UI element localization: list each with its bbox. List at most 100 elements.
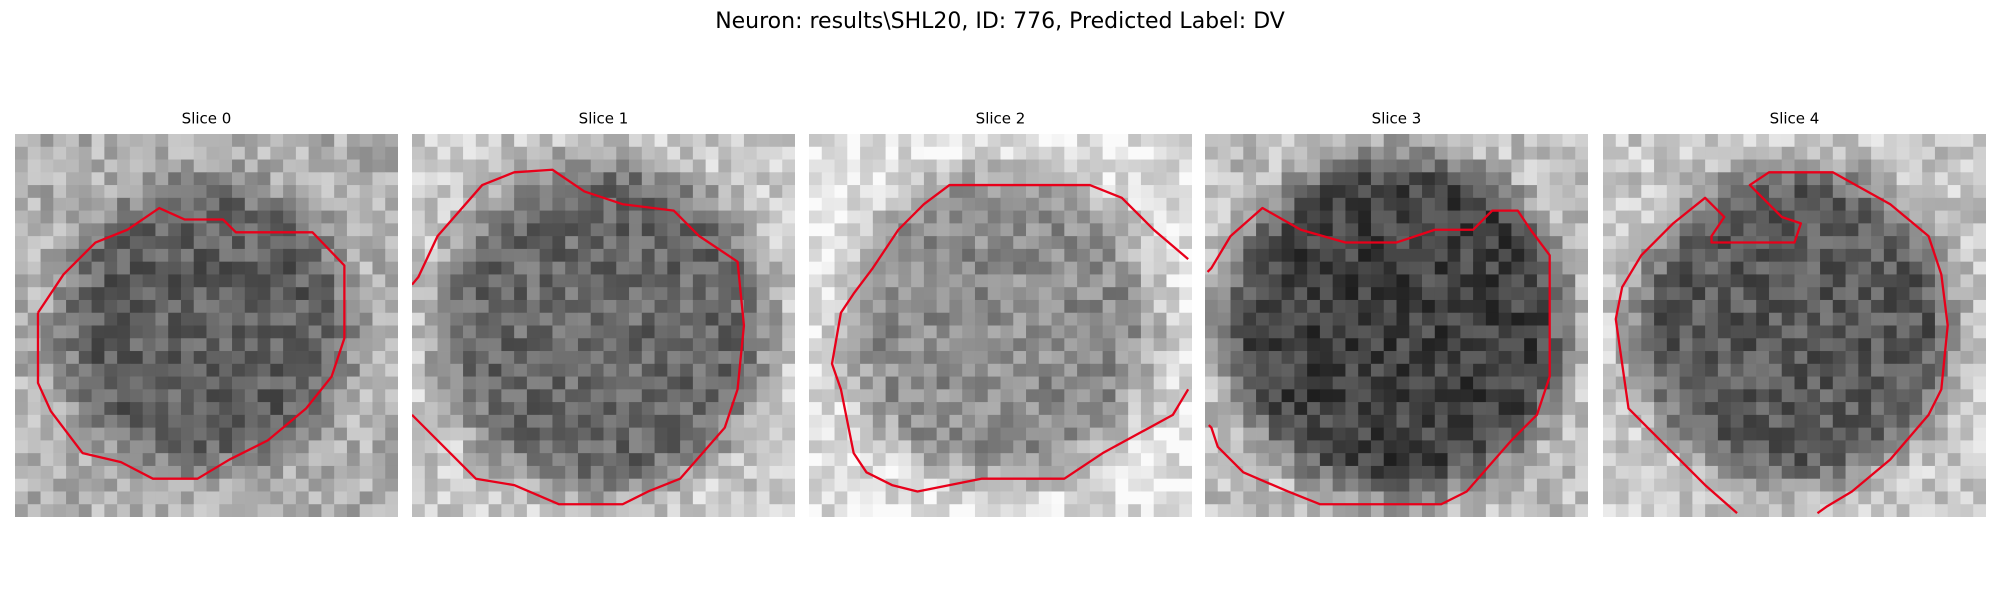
pixel	[1820, 453, 1834, 467]
pixel	[1960, 389, 1974, 403]
pixel	[885, 325, 899, 339]
pixel	[359, 338, 373, 352]
pixel	[743, 236, 758, 250]
pixel	[104, 465, 118, 480]
pixel	[40, 274, 54, 288]
pixel	[308, 146, 322, 160]
pixel	[872, 478, 886, 492]
pixel	[1256, 223, 1270, 237]
pixel	[437, 312, 451, 326]
pixel	[1794, 248, 1808, 263]
pixel	[1960, 185, 1974, 199]
pixel	[488, 325, 502, 339]
pixel	[1909, 287, 1923, 301]
pixel	[219, 312, 233, 326]
pixel	[129, 172, 144, 186]
pixel	[911, 440, 925, 454]
pixel	[936, 338, 950, 352]
pixel	[552, 427, 566, 441]
pixel	[667, 376, 681, 390]
pixel	[1511, 376, 1525, 390]
pixel	[731, 453, 745, 467]
pixel	[923, 274, 938, 288]
pixel	[463, 338, 477, 352]
pixel	[1845, 389, 1859, 403]
pixel	[1205, 185, 1219, 199]
pixel	[15, 159, 29, 173]
pixel	[782, 134, 795, 148]
pixel	[1307, 338, 1321, 352]
pixel	[1549, 351, 1563, 365]
pixel	[590, 440, 604, 454]
pixel	[1641, 427, 1655, 441]
pixel	[1396, 261, 1410, 275]
pixel	[1498, 134, 1512, 148]
pixel	[1524, 287, 1538, 301]
pixel	[1845, 299, 1859, 314]
pixel	[463, 389, 477, 403]
pixel	[1909, 274, 1923, 288]
pixel	[987, 465, 1001, 480]
pixel	[872, 287, 886, 301]
pixel	[1973, 299, 1986, 314]
pixel	[1064, 210, 1078, 224]
pixel	[987, 338, 1001, 352]
pixel	[412, 351, 426, 365]
pixel	[117, 146, 131, 160]
pixel	[1089, 134, 1104, 148]
pixel	[809, 134, 823, 148]
pixel	[1140, 274, 1155, 288]
pixel	[1128, 236, 1142, 250]
pixel	[1473, 402, 1487, 416]
pixel	[616, 236, 630, 250]
pixel	[1524, 134, 1538, 148]
pixel	[1768, 351, 1783, 365]
pixel	[1077, 134, 1091, 148]
pixel	[1319, 376, 1334, 390]
pixel	[1973, 338, 1986, 352]
pixel	[949, 210, 963, 224]
pixel	[129, 402, 144, 416]
pixel	[782, 427, 795, 441]
pixel	[1641, 223, 1655, 237]
pixel	[667, 427, 681, 441]
pixel	[1511, 248, 1525, 263]
pixel	[514, 248, 528, 263]
pixel	[129, 287, 144, 301]
pixel	[1549, 197, 1563, 211]
pixel	[949, 312, 963, 326]
pixel	[1845, 427, 1859, 441]
pixel	[782, 453, 795, 467]
pixel	[603, 389, 617, 403]
pixel	[1628, 197, 1642, 211]
pixel	[501, 236, 515, 250]
pixel	[1692, 223, 1706, 237]
pixel	[1026, 210, 1040, 224]
pixel	[743, 427, 758, 441]
pixel	[219, 440, 233, 454]
pixel	[1268, 312, 1282, 326]
pixel	[1140, 440, 1155, 454]
pixel	[1396, 223, 1410, 237]
pixel	[1794, 427, 1808, 441]
pixel	[1268, 197, 1282, 211]
slice-image	[1205, 134, 1588, 517]
pixel	[923, 389, 938, 403]
pixel	[1370, 172, 1385, 186]
pixel	[898, 146, 912, 160]
pixel	[1051, 351, 1065, 365]
pixel	[1013, 414, 1027, 429]
pixel	[437, 134, 451, 148]
pixel	[1705, 440, 1719, 454]
pixel	[1370, 427, 1385, 441]
pixel	[53, 376, 67, 390]
pixel	[1268, 427, 1282, 441]
pixel	[78, 376, 92, 390]
pixel	[1832, 197, 1846, 211]
pixel	[1549, 236, 1563, 250]
pixel	[1217, 389, 1231, 403]
pixel	[1692, 299, 1706, 314]
pixel	[1679, 338, 1693, 352]
pixel	[1845, 197, 1859, 211]
